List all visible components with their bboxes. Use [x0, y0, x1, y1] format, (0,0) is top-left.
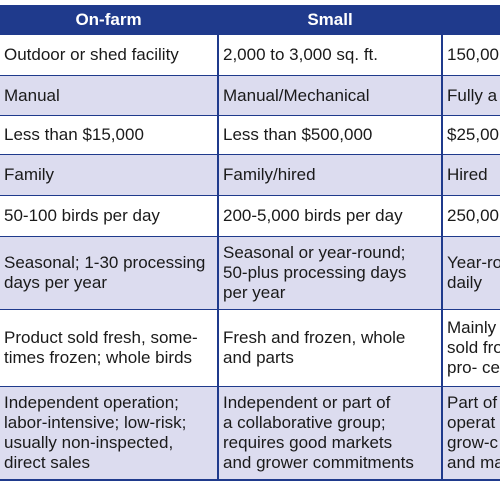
table-cell: Less than $500,000 — [217, 115, 443, 155]
table-cell: 2,000 to 3,000 sq. ft. — [217, 35, 443, 76]
table-cell: Part of operat grow-c and ma — [441, 386, 500, 481]
table-cell: Fully a — [441, 75, 500, 116]
table-cell: Outdoor or shed facility — [0, 35, 219, 76]
cell-text: Independent or part of a collaborative g… — [223, 393, 414, 472]
header-row: On-farm Small — [0, 5, 500, 35]
cell-text: 50-100 birds per day — [4, 206, 160, 225]
table-cell: 200-5,000 birds per day — [217, 195, 443, 237]
table-body: Outdoor or shed facility 2,000 to 3,000 … — [0, 35, 500, 481]
table-cell: Hired — [441, 154, 500, 196]
table-cell: Seasonal; 1-30 processing days per year — [0, 236, 219, 310]
cell-text: Less than $15,000 — [4, 125, 144, 144]
table-cell: 250,00 — [441, 195, 500, 237]
table-row: Product sold fresh, some- times frozen; … — [0, 309, 500, 387]
header-small: Small — [217, 5, 443, 35]
cell-text: Year-ro daily — [447, 253, 500, 292]
table-cell: Product sold fresh, some- times frozen; … — [0, 309, 219, 387]
table-cell: Year-ro daily — [441, 236, 500, 310]
table-cell: Seasonal or year-round; 50-plus processi… — [217, 236, 443, 310]
cell-text: Part of operat grow-c and ma — [447, 393, 500, 472]
table-cell: 50-100 birds per day — [0, 195, 219, 237]
cell-text: Family — [4, 165, 55, 184]
cell-text: Seasonal or year-round; 50-plus processi… — [223, 243, 407, 302]
cell-text: 250,00 — [447, 206, 499, 225]
cell-text: Mainly sold fro pro- ce — [447, 318, 500, 377]
table-cell: Less than $15,000 — [0, 115, 219, 155]
cell-text: Seasonal; 1-30 processing days per year — [4, 253, 206, 292]
table-row: Family Family/hired Hired — [0, 154, 500, 196]
table-cell: Manual — [0, 75, 219, 116]
cell-text: Hired — [447, 165, 488, 184]
cell-text: Fully a — [447, 85, 498, 105]
cell-text: Fresh and frozen, whole and parts — [223, 328, 406, 367]
cell-text: $25,00 — [447, 125, 499, 144]
table-row: Independent operation; labor-intensive; … — [0, 386, 500, 481]
cell-text: Family/hired — [223, 165, 316, 184]
cell-text: Outdoor or shed facility — [4, 45, 179, 64]
table-row: 50-100 birds per day 200-5,000 birds per… — [0, 195, 500, 237]
cell-text: Manual/Mechanical — [223, 85, 370, 105]
table-cell: 150,00 — [441, 35, 500, 76]
table-cell: Manual/Mechanical — [217, 75, 443, 116]
table-cell: Independent or part of a collaborative g… — [217, 386, 443, 481]
cell-text: Manual — [4, 85, 60, 105]
table-row: Less than $15,000 Less than $500,000 $25… — [0, 115, 500, 155]
table-cell: $25,00 — [441, 115, 500, 155]
poultry-processing-table: On-farm Small Outdoor or shed facility 2… — [0, 5, 500, 481]
cell-text: Less than $500,000 — [223, 125, 373, 144]
table-cell: Family/hired — [217, 154, 443, 196]
table-cell: Family — [0, 154, 219, 196]
cell-text: 2,000 to 3,000 sq. ft. — [223, 45, 379, 64]
table-cell: Fresh and frozen, whole and parts — [217, 309, 443, 387]
table-row: Seasonal; 1-30 processing days per year … — [0, 236, 500, 310]
cell-text: 200-5,000 birds per day — [223, 206, 403, 225]
table-row: Manual Manual/Mechanical Fully a — [0, 75, 500, 116]
header-on-farm: On-farm — [0, 5, 219, 35]
cell-text: Product sold fresh, some- times frozen; … — [4, 328, 198, 367]
table-cell: Independent operation; labor-intensive; … — [0, 386, 219, 481]
table-row: Outdoor or shed facility 2,000 to 3,000 … — [0, 35, 500, 76]
table-cell: Mainly sold fro pro- ce — [441, 309, 500, 387]
table-header: On-farm Small — [0, 5, 500, 35]
cell-text: Independent operation; labor-intensive; … — [4, 393, 187, 472]
header-third-column — [441, 5, 500, 35]
cell-text: 150,00 — [447, 45, 499, 64]
